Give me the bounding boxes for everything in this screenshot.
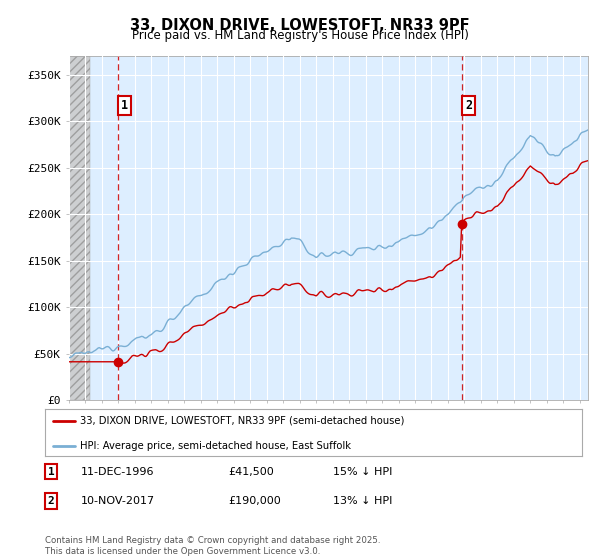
Text: 11-DEC-1996: 11-DEC-1996 <box>81 466 155 477</box>
Text: Contains HM Land Registry data © Crown copyright and database right 2025.
This d: Contains HM Land Registry data © Crown c… <box>45 536 380 556</box>
Text: 1: 1 <box>121 100 128 113</box>
Text: £41,500: £41,500 <box>228 466 274 477</box>
Text: 2: 2 <box>47 496 55 506</box>
Text: 2: 2 <box>466 100 473 113</box>
Bar <box>69 56 91 400</box>
Text: HPI: Average price, semi-detached house, East Suffolk: HPI: Average price, semi-detached house,… <box>80 441 351 451</box>
Text: Price paid vs. HM Land Registry's House Price Index (HPI): Price paid vs. HM Land Registry's House … <box>131 29 469 42</box>
Text: £190,000: £190,000 <box>228 496 281 506</box>
Text: 15% ↓ HPI: 15% ↓ HPI <box>333 466 392 477</box>
Text: 10-NOV-2017: 10-NOV-2017 <box>81 496 155 506</box>
Text: 33, DIXON DRIVE, LOWESTOFT, NR33 9PF: 33, DIXON DRIVE, LOWESTOFT, NR33 9PF <box>130 18 470 33</box>
Text: 33, DIXON DRIVE, LOWESTOFT, NR33 9PF (semi-detached house): 33, DIXON DRIVE, LOWESTOFT, NR33 9PF (se… <box>80 416 404 426</box>
Text: 1: 1 <box>47 466 55 477</box>
Text: 13% ↓ HPI: 13% ↓ HPI <box>333 496 392 506</box>
